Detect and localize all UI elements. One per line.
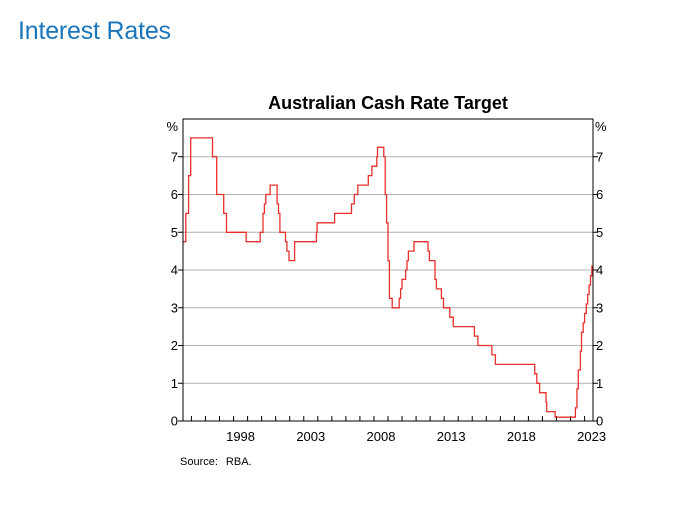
y-tick-label-right: 3 — [596, 300, 603, 315]
y-axis-unit-left: % — [166, 119, 178, 134]
x-tick-label: 2013 — [437, 429, 466, 444]
x-tick-label: 2023 — [577, 429, 606, 444]
y-tick-label-left: 3 — [171, 300, 178, 315]
source-value: RBA. — [225, 456, 252, 468]
y-tick-label-left: 6 — [171, 187, 178, 202]
y-tick-label-left: 7 — [171, 149, 178, 164]
cash-rate-line — [183, 137, 593, 418]
series-layer — [183, 137, 593, 418]
x-tick-label: 1998 — [226, 429, 255, 444]
x-tick-label: 2008 — [367, 429, 396, 444]
y-axis-unit-right: % — [595, 119, 607, 134]
y-tick-label-right: 1 — [596, 376, 603, 391]
source-label: Source: — [180, 456, 218, 468]
y-tick-label-left: 0 — [171, 414, 178, 429]
x-tick-label: 2018 — [507, 429, 536, 444]
page-title: Interest Rates — [18, 17, 171, 45]
plot-frame — [182, 118, 594, 422]
y-tick-label-right: 7 — [596, 149, 603, 164]
y-tick-label-right: 0 — [596, 414, 603, 429]
y-tick-label-right: 5 — [596, 225, 603, 240]
y-tick-label-left: 2 — [171, 338, 178, 353]
y-tick-label-right: 6 — [596, 187, 603, 202]
y-tick-label-left: 4 — [171, 263, 178, 278]
y-tick-label-right: 4 — [596, 263, 603, 278]
gridlines — [183, 156, 593, 384]
y-tick-label-right: 2 — [596, 338, 603, 353]
axis-ticks — [178, 156, 598, 422]
axis-labels: 0 0 1 1 2 2 3 3 4 4 5 5 6 6 7 7% % 1998 2003 2008 2013 2018 20… — [166, 119, 607, 444]
y-tick-label-left: 1 — [171, 376, 178, 391]
source-note: Source: RBA. — [180, 456, 252, 468]
chart-title: Australian Cash Rate Target — [268, 93, 508, 113]
x-tick-label: 2003 — [296, 429, 325, 444]
y-tick-label-left: 5 — [171, 225, 178, 240]
